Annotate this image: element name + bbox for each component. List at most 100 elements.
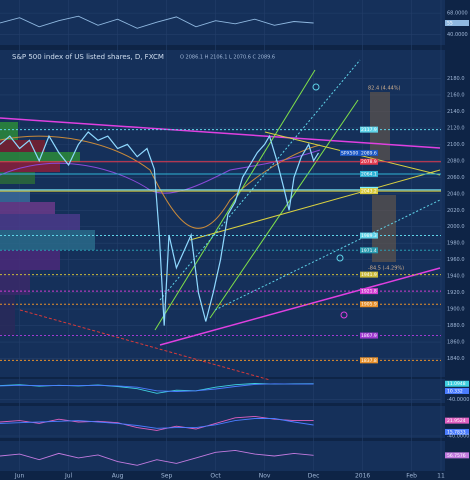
x-tick-label: 11 bbox=[437, 473, 445, 480]
level-label: 1971.4 bbox=[361, 248, 377, 254]
y-tick-label: 1920.0 bbox=[447, 290, 465, 296]
price-badge-value: 2089.6 bbox=[361, 150, 377, 156]
profile-bar bbox=[0, 162, 60, 172]
level-badge bbox=[360, 271, 378, 278]
value-label: 10.332 bbox=[447, 388, 463, 394]
profile-bar bbox=[0, 230, 95, 250]
y-tick-label: 1940.0 bbox=[447, 274, 465, 280]
channel-line bbox=[209, 99, 359, 319]
x-tick-label: Jun bbox=[14, 473, 25, 480]
level-label: 2043.2 bbox=[361, 189, 377, 195]
series-line bbox=[0, 131, 320, 326]
y-tick-label: 2120.0 bbox=[447, 125, 465, 131]
level-label: 1867.9 bbox=[361, 333, 377, 339]
value-label: 21.9524 bbox=[447, 418, 466, 424]
marker bbox=[340, 311, 348, 319]
level-badge bbox=[360, 288, 378, 295]
ohlc: O 2086.1 H 2106.1 L 2070.6 C 2089.6 bbox=[180, 55, 275, 61]
level-badge bbox=[360, 247, 378, 254]
trend-line bbox=[159, 59, 361, 301]
price-badge-name: SPX500 bbox=[341, 150, 358, 156]
value-label: 15.7833 bbox=[447, 429, 466, 435]
level-label: 2064.1 bbox=[361, 171, 377, 177]
y-tick-label: 1900.0 bbox=[447, 307, 465, 313]
x-tick-label: Jul bbox=[64, 473, 73, 480]
level-label: 1837.8 bbox=[361, 358, 377, 364]
y-tick-label: 1960.0 bbox=[447, 257, 465, 263]
y-tick-label: 2140.0 bbox=[447, 109, 465, 115]
plots: 2117.92078.92064.12044.82043.21989.31971… bbox=[0, 15, 469, 466]
range-box bbox=[370, 92, 390, 160]
level-label: 1989.3 bbox=[361, 233, 377, 239]
level-badge bbox=[360, 170, 378, 177]
level-label: 1921.8 bbox=[361, 289, 377, 295]
price-badge bbox=[340, 149, 378, 156]
x-tick-label: Sep bbox=[161, 473, 173, 480]
trend-line bbox=[189, 169, 441, 241]
level-badge bbox=[360, 158, 378, 165]
y-tick-label: 68.0000 bbox=[447, 11, 468, 17]
level-badge bbox=[360, 301, 378, 308]
panel-osc2 bbox=[0, 441, 445, 471]
level-label: 1905.9 bbox=[361, 302, 377, 308]
level-label: 2117.9 bbox=[361, 127, 377, 133]
x-tick-label: Dec bbox=[308, 473, 320, 480]
annotation: 82.4 (4.44%) bbox=[368, 86, 401, 92]
x-tick-label: Nov bbox=[259, 473, 271, 480]
profile-bar bbox=[0, 202, 55, 214]
x-tick-label: Oct bbox=[210, 473, 221, 480]
profile-bar bbox=[0, 250, 60, 270]
grid bbox=[0, 0, 442, 471]
profile-bar bbox=[0, 122, 18, 140]
y-tick-label: -40.0000 bbox=[447, 397, 469, 403]
value-badge bbox=[445, 20, 469, 26]
y-tick-label: 1980.0 bbox=[447, 241, 465, 247]
y-tick-label: 2100.0 bbox=[447, 142, 465, 148]
level-badge bbox=[360, 332, 378, 339]
value-label: 11.0948 bbox=[447, 381, 466, 387]
y-tick-label: -40.0000 bbox=[447, 434, 469, 440]
annotation: -84.5 (-4.29%) bbox=[368, 266, 404, 272]
y-tick-label: 2000.0 bbox=[447, 224, 465, 230]
profile-bar bbox=[0, 190, 30, 202]
level-label: 1941.9 bbox=[361, 272, 377, 278]
trend-line bbox=[214, 199, 441, 311]
value-badge bbox=[445, 387, 469, 394]
volume-profile bbox=[0, 122, 95, 335]
y-tick-label: 2040.0 bbox=[447, 191, 465, 197]
chart-title: S&P 500 index of US listed shares, D, FX… bbox=[12, 53, 164, 61]
y-tick-label: 2180.0 bbox=[447, 76, 465, 82]
y-tick-label: 40.0000 bbox=[447, 32, 468, 38]
level-label: 2078.9 bbox=[361, 159, 377, 165]
value-badge bbox=[445, 452, 469, 459]
profile-bar bbox=[0, 172, 35, 184]
level-badge bbox=[360, 188, 378, 195]
x-tick-label: 2016 bbox=[355, 473, 370, 480]
value-badge bbox=[445, 417, 469, 424]
value-label: 55 bbox=[447, 21, 453, 27]
profile-bar bbox=[0, 295, 15, 335]
level-badge bbox=[360, 232, 378, 239]
y-tick-label: 1840.0 bbox=[447, 356, 465, 362]
level-badge bbox=[360, 126, 378, 133]
level-badge bbox=[360, 357, 378, 364]
value-label: 56.7576 bbox=[447, 453, 466, 459]
moving-average bbox=[0, 149, 321, 194]
panel-macd bbox=[0, 379, 445, 403]
y-tick-label: 2060.0 bbox=[447, 175, 465, 181]
trend-line bbox=[19, 309, 271, 381]
y-tick-label: 1880.0 bbox=[447, 323, 465, 329]
x-tick-label: Feb bbox=[406, 473, 417, 480]
moving-average bbox=[0, 135, 321, 229]
x-tick-label: Aug bbox=[112, 473, 124, 480]
drawings bbox=[0, 59, 441, 381]
y-tick-label: 2020.0 bbox=[447, 208, 465, 214]
marker bbox=[336, 254, 344, 262]
series-line bbox=[0, 15, 314, 29]
series-line bbox=[0, 418, 314, 429]
value-badge bbox=[445, 428, 469, 435]
trend-line bbox=[159, 267, 441, 346]
series-line bbox=[0, 383, 314, 392]
